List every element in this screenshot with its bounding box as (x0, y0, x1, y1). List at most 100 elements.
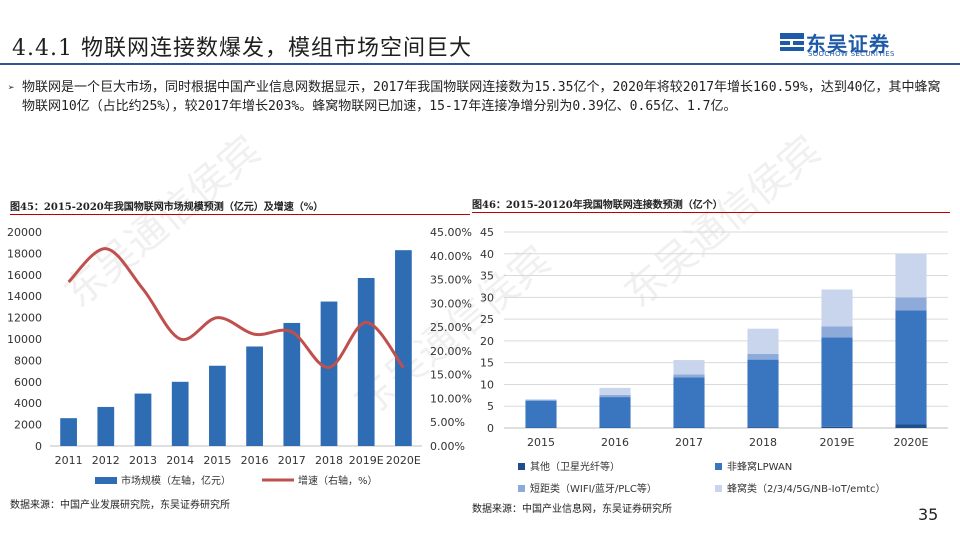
x-tick-label: 2016 (601, 436, 629, 449)
y-tick-label-left: 8000 (14, 354, 42, 367)
legend-label: 短距类（WIFI/蓝牙/PLC等） (530, 482, 657, 495)
x-tick-label: 2018 (749, 436, 777, 449)
x-tick-label: 2020E (894, 436, 929, 449)
title-divider (0, 63, 960, 65)
bar-segment (673, 374, 705, 378)
bar-segment (599, 394, 631, 398)
y-tick-label-right: 40.00% (430, 250, 472, 263)
bar-segment (525, 399, 557, 401)
x-tick-label: 2019E (820, 436, 855, 449)
x-tick-label: 2011 (55, 454, 83, 467)
bar-segment (599, 397, 631, 428)
x-tick-label: 2014 (166, 454, 194, 467)
bar (134, 393, 152, 446)
bar (97, 406, 115, 446)
brand-logo: 东吴证券 SOOCHOW SECURITIES (780, 30, 930, 60)
y-tick-label-right: 20.00% (430, 345, 472, 358)
legend-swatch (715, 485, 722, 492)
bar-segment (821, 337, 853, 427)
y-tick-label: 40 (480, 248, 494, 261)
y-tick-label: 15 (480, 357, 494, 370)
y-tick-label-left: 6000 (14, 376, 42, 389)
bar-segment (599, 387, 631, 395)
chart-title-left: 图45：2015-2020年我国物联网市场规模预测（亿元）及增速（%） (10, 202, 324, 213)
y-tick-label-left: 16000 (7, 269, 42, 282)
bar-segment (895, 310, 927, 425)
logo-subtext: SOOCHOW SECURITIES (808, 50, 895, 58)
bar-segment (747, 359, 779, 428)
x-tick-label: 2012 (92, 454, 120, 467)
legend-label: 其他（卫星光纤等） (530, 460, 620, 473)
bar-segment (821, 326, 853, 338)
y-tick-label: 10 (480, 378, 494, 391)
page-number: 35 (918, 505, 939, 524)
x-tick-label: 2015 (203, 454, 231, 467)
x-tick-label: 2017 (278, 454, 306, 467)
y-tick-label-right: 10.00% (430, 392, 472, 405)
legend-swatch (518, 485, 525, 492)
bullet-text: 物联网是一个巨大市场，同时根据中国产业信息网数据显示，2017年我国物联网连接数… (22, 80, 941, 114)
x-tick-label: 2015 (527, 436, 555, 449)
legend-swatch (518, 463, 525, 470)
y-tick-label-right: 25.00% (430, 321, 472, 334)
y-tick-label: 20 (480, 335, 494, 348)
y-tick-label-left: 2000 (14, 419, 42, 432)
y-tick-label: 25 (480, 313, 494, 326)
legend-label: 非蜂窝LPWAN (727, 460, 792, 473)
bar-segment (747, 328, 779, 354)
x-tick-label: 2013 (129, 454, 157, 467)
legend-label: 蜂窝类（2/3/4/5G/NB-IoT/emtc） (727, 482, 885, 495)
y-tick-label: 45 (480, 226, 494, 239)
bar-segment (673, 360, 705, 375)
bar-segment (673, 377, 705, 428)
bar-segment (895, 424, 927, 428)
bar-segment (821, 426, 853, 428)
bar-segment (821, 289, 853, 327)
y-tick-label-right: 5.00% (430, 416, 465, 429)
source-note-left: 数据来源：中国产业发展研究院，东吴证券研究所 (10, 500, 230, 511)
growth-rate-line (67, 247, 405, 370)
y-tick-label-left: 14000 (7, 290, 42, 303)
bar (283, 322, 301, 446)
y-tick-label-left: 10000 (7, 333, 42, 346)
bar (171, 381, 189, 446)
y-tick-label-right: 15.00% (430, 369, 472, 382)
x-tick-label: 2019E (349, 454, 384, 467)
bar (60, 418, 77, 446)
y-tick-label-left: 20000 (7, 226, 42, 239)
y-tick-label-right: 0.00% (430, 440, 465, 453)
y-tick-label-right: 35.00% (430, 274, 472, 287)
y-tick-label-left: 18000 (7, 247, 42, 260)
logo-text: 东吴证券 (806, 32, 890, 56)
source-note-right: 数据来源：中国产业信息网，东吴证券研究所 (472, 504, 672, 515)
bar (320, 301, 338, 446)
y-tick-label-left: 4000 (14, 397, 42, 410)
x-tick-label: 2017 (675, 436, 703, 449)
bullet-paragraph: ➢ 物联网是一个巨大市场，同时根据中国产业信息网数据显示，2017年我国物联网连… (8, 78, 942, 116)
logo-mark-icon (780, 33, 804, 51)
y-tick-label: 30 (480, 291, 494, 304)
bar (209, 365, 226, 446)
bar-segment (747, 427, 779, 428)
market-size-chart: 0 2000 4000 6000 8000 10000 12000 14000 16000 180… (7, 226, 472, 487)
bar-segment (525, 400, 557, 428)
page-title: 4.4.1 物联网连接数爆发，模组市场空间巨大 (12, 36, 472, 61)
y-tick-label-right: 45.00% (430, 226, 472, 239)
y-tick-label: 0 (487, 422, 494, 435)
bar (395, 250, 412, 446)
chart-title-underline-left (10, 214, 470, 215)
bar (357, 278, 375, 446)
bar (246, 346, 263, 446)
chart-title-right: 图46：2015-20120年我国物联网连接数预测（亿个） (472, 200, 723, 211)
y-tick-label-left: 0 (35, 440, 42, 453)
bar-segment (747, 353, 779, 360)
chart-title-underline-right (472, 212, 950, 213)
bar-segment (895, 253, 927, 298)
x-tick-label: 2018 (315, 454, 343, 467)
y-tick-label: 35 (480, 270, 494, 283)
legend-label: 市场规模（左轴，亿元） (121, 474, 231, 487)
x-tick-label: 2016 (241, 454, 269, 467)
bar-segment (895, 297, 927, 311)
legend-swatch (715, 463, 722, 470)
connections-chart: 0 5 10 15 20 25 30 35 40 45 2015 2016 2017 2018 2019E 2… (480, 226, 948, 495)
